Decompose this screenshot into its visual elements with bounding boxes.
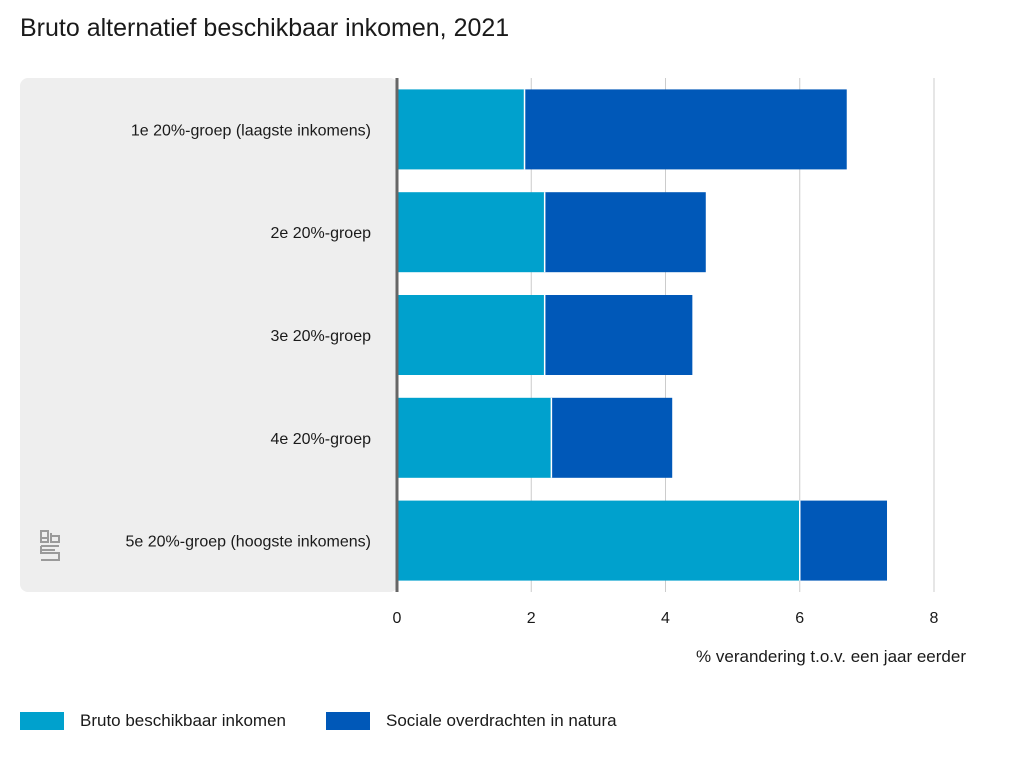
bar-chart: 1e 20%-groep (laagste inkomens) 2e 20%-gr… (20, 78, 966, 666)
bar-bruto-4[interactable] (397, 397, 552, 478)
bar-bruto-2[interactable] (397, 192, 545, 273)
x-tick-label: 6 (795, 610, 804, 627)
category-labels: 1e 20%-groep (laagste inkomens) 2e 20%-gr… (126, 122, 372, 550)
legend-item-bruto[interactable]: Bruto beschikbaar inkomen (20, 711, 286, 731)
bar-sociale-3[interactable] (544, 295, 693, 375)
legend: Bruto beschikbaar inkomen Sociale overdr… (20, 711, 657, 731)
legend-label-sociale: Sociale overdrachten in natura (386, 711, 617, 730)
category-label: 2e 20%-groep (270, 225, 371, 242)
x-axis-ticks: 0 2 4 6 8 (393, 610, 939, 627)
bars (397, 89, 888, 581)
bar-sociale-4[interactable] (551, 397, 673, 478)
category-label: 1e 20%-groep (laagste inkomens) (131, 122, 371, 139)
bar-bruto-5[interactable] (397, 500, 800, 581)
legend-swatch-sociale (326, 712, 371, 730)
x-tick-label: 8 (930, 610, 939, 627)
x-axis-label: % verandering t.o.v. een jaar eerder (696, 647, 966, 666)
chart-title: Bruto alternatief beschikbaar inkomen, 2… (20, 14, 510, 42)
x-tick-label: 2 (527, 610, 536, 627)
legend-item-sociale[interactable]: Sociale overdrachten in natura (326, 711, 617, 731)
legend-label-bruto: Bruto beschikbaar inkomen (80, 711, 287, 730)
bar-bruto-1[interactable] (397, 89, 525, 170)
cbs-logo (40, 530, 60, 561)
category-panel-background (20, 78, 398, 592)
x-tick-label: 0 (393, 610, 402, 627)
bar-sociale-2[interactable] (544, 192, 706, 273)
bar-bruto-3[interactable] (397, 295, 545, 375)
category-label: 4e 20%-groep (270, 431, 371, 448)
bar-sociale-1[interactable] (524, 89, 847, 170)
x-tick-label: 4 (661, 610, 670, 627)
category-label: 3e 20%-groep (270, 328, 371, 345)
bar-sociale-5[interactable] (799, 500, 888, 581)
legend-swatch-bruto (20, 712, 64, 730)
category-label: 5e 20%-groep (hoogste inkomens) (126, 534, 371, 551)
